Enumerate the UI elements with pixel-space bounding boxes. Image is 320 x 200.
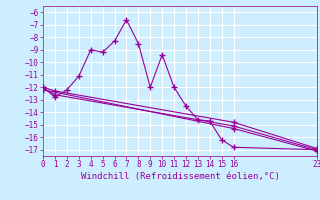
X-axis label: Windchill (Refroidissement éolien,°C): Windchill (Refroidissement éolien,°C) [81,172,279,181]
